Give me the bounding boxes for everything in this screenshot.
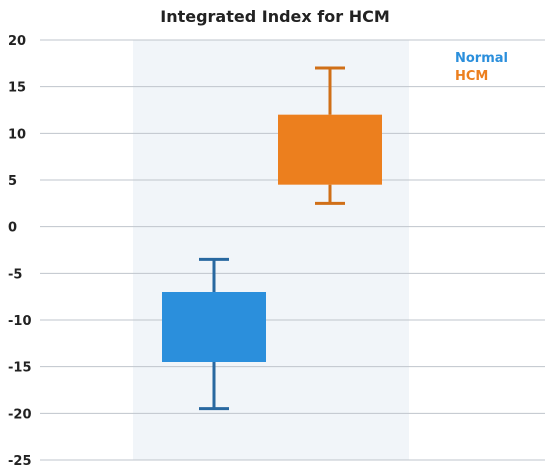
y-tick-label: -5 (8, 267, 22, 282)
y-tick-label: 5 (8, 174, 17, 189)
y-tick-label: -20 (8, 407, 32, 422)
y-tick-label: 0 (8, 221, 17, 236)
y-tick-label: -25 (8, 454, 32, 469)
y-tick-label: -15 (8, 361, 32, 376)
plot-band (133, 40, 409, 460)
y-tick-label: 10 (8, 127, 26, 142)
chart-title: Integrated Index for HCM (160, 7, 390, 26)
y-tick-label: 15 (8, 81, 26, 96)
y-tick-label: -10 (8, 314, 32, 329)
hcm-box (278, 114, 382, 185)
legend-entry-hcm: HCM (455, 69, 488, 84)
plot-area: 20 15 10 5 0 -5 -10 -15 -20 -25 Normal HCM (8, 34, 545, 469)
normal-box (162, 292, 266, 362)
legend-entry-normal: Normal (455, 51, 508, 66)
y-tick-label: 20 (8, 34, 26, 49)
